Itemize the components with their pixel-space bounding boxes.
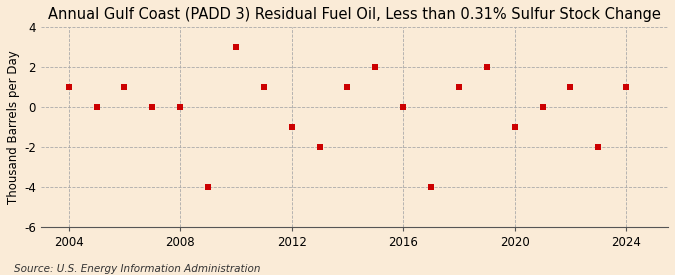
Point [147,105,158,109]
Point [481,65,492,69]
Point [314,145,325,149]
Point [426,185,437,189]
Point [398,105,408,109]
Point [175,105,186,109]
Point [342,85,353,89]
Point [454,85,464,89]
Point [537,105,548,109]
Point [91,105,102,109]
Y-axis label: Thousand Barrels per Day: Thousand Barrels per Day [7,50,20,204]
Point [259,85,269,89]
Point [286,125,297,129]
Point [593,145,603,149]
Title: Annual Gulf Coast (PADD 3) Residual Fuel Oil, Less than 0.31% Sulfur Stock Chang: Annual Gulf Coast (PADD 3) Residual Fuel… [48,7,661,22]
Point [565,85,576,89]
Point [510,125,520,129]
Point [231,45,242,50]
Text: Source: U.S. Energy Information Administration: Source: U.S. Energy Information Administ… [14,264,260,274]
Point [119,85,130,89]
Point [202,185,213,189]
Point [370,65,381,69]
Point [63,85,74,89]
Point [621,85,632,89]
